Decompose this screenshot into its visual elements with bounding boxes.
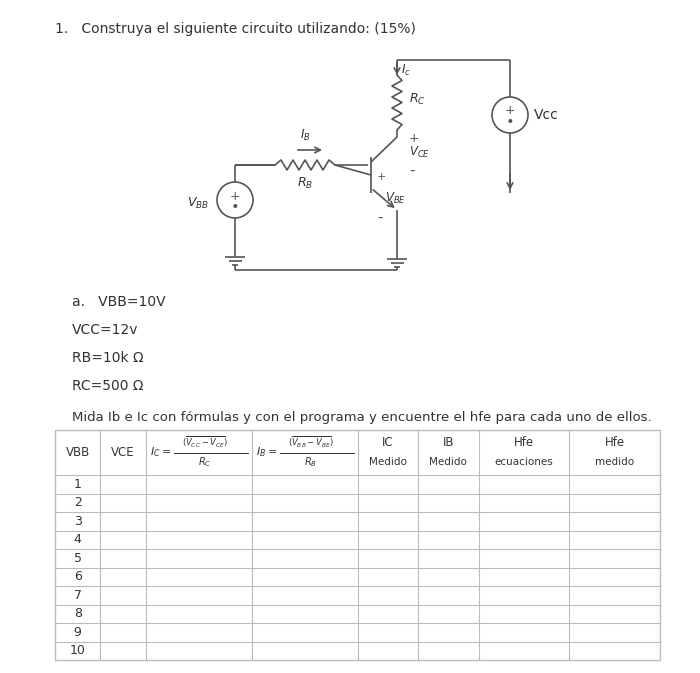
Text: $I_B$: $I_B$ <box>300 128 310 143</box>
Text: RB=10k Ω: RB=10k Ω <box>72 351 144 365</box>
Text: 5: 5 <box>74 552 82 565</box>
Text: medido: medido <box>595 458 634 468</box>
Text: $I_C=$: $I_C=$ <box>150 446 171 460</box>
Text: 7: 7 <box>74 589 82 602</box>
Text: $V_{CE}$: $V_{CE}$ <box>409 145 430 160</box>
Text: 6: 6 <box>74 570 82 583</box>
Text: +: + <box>230 190 240 203</box>
Text: Hfe: Hfe <box>605 436 624 449</box>
Text: 9: 9 <box>74 626 82 639</box>
Text: 3: 3 <box>74 515 82 528</box>
Text: 1: 1 <box>74 478 82 491</box>
Text: VCC=12v: VCC=12v <box>72 323 139 337</box>
Text: +: + <box>505 104 515 118</box>
Text: -: - <box>377 209 382 225</box>
Text: +: + <box>377 172 386 182</box>
Text: IC: IC <box>382 436 393 449</box>
Text: IB: IB <box>442 436 454 449</box>
Bar <box>55 430 660 660</box>
Text: $I_c$: $I_c$ <box>401 63 411 78</box>
Text: $(\overline{V_{CC}-V_{CE}})$: $(\overline{V_{CC}-V_{CE}})$ <box>182 435 228 450</box>
Text: Medido: Medido <box>429 458 467 468</box>
Text: ∙: ∙ <box>505 114 514 128</box>
Text: $R_C$: $R_C$ <box>409 92 426 106</box>
Text: VBB: VBB <box>66 446 90 459</box>
Text: ecuaciones: ecuaciones <box>494 458 553 468</box>
Text: $R_C$: $R_C$ <box>198 456 211 469</box>
Text: $R_B$: $R_B$ <box>297 176 313 191</box>
Text: 2: 2 <box>74 496 82 509</box>
Text: -: - <box>409 162 414 178</box>
Text: Vcc: Vcc <box>534 108 559 122</box>
Text: Mida Ib e Ic con fórmulas y con el programa y encuentre el hfe para cada uno de : Mida Ib e Ic con fórmulas y con el progr… <box>72 411 652 424</box>
Text: 1.   Construya el siguiente circuito utilizando: (15%): 1. Construya el siguiente circuito utili… <box>55 22 416 36</box>
Text: Hfe: Hfe <box>514 436 534 449</box>
Text: $I_B=$: $I_B=$ <box>256 446 277 460</box>
Text: $R_B$: $R_B$ <box>304 456 317 469</box>
Text: $V_{BE}$: $V_{BE}$ <box>385 191 406 206</box>
Text: VCE: VCE <box>111 446 135 459</box>
Text: $V_{BB}$: $V_{BB}$ <box>187 195 209 211</box>
Text: RC=500 Ω: RC=500 Ω <box>72 379 144 393</box>
Text: 10: 10 <box>70 644 85 658</box>
Text: 8: 8 <box>74 607 82 621</box>
Text: 4: 4 <box>74 533 82 546</box>
Text: $(\overline{V_{BB}-V_{BE}})$: $(\overline{V_{BB}-V_{BE}})$ <box>288 435 333 450</box>
Text: +: + <box>409 131 419 145</box>
Text: Medido: Medido <box>369 458 407 468</box>
Text: a.   VBB=10V: a. VBB=10V <box>72 295 166 309</box>
Text: ∙: ∙ <box>231 199 239 213</box>
